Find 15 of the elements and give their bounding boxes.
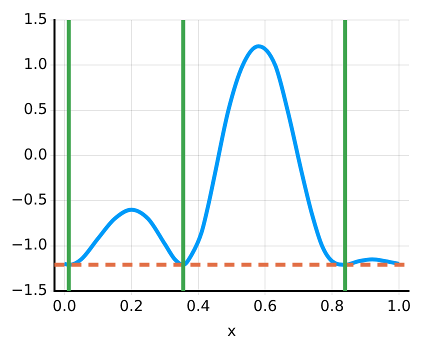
y-tick-label: 1.5 (24, 10, 48, 28)
x-tick-label: 0.2 (119, 296, 144, 315)
y-tick-label: 1.0 (24, 55, 48, 74)
x-tick-label: 0.8 (320, 296, 344, 315)
y-tick-label: 0.5 (24, 100, 48, 118)
x-tick-label: 1.0 (387, 296, 411, 315)
x-axis-title: x (227, 322, 236, 340)
y-tick-label: 0.0 (24, 145, 48, 164)
y-tick-label: −0.5 (10, 190, 48, 209)
x-tick-label: 0.0 (52, 296, 76, 315)
y-tick-label: −1.5 (10, 280, 48, 299)
line-series (62, 44, 401, 267)
x-tick-label: 0.6 (253, 296, 278, 315)
y-tick-label: −1.0 (10, 236, 48, 254)
x-tick-label: 0.4 (186, 296, 210, 315)
